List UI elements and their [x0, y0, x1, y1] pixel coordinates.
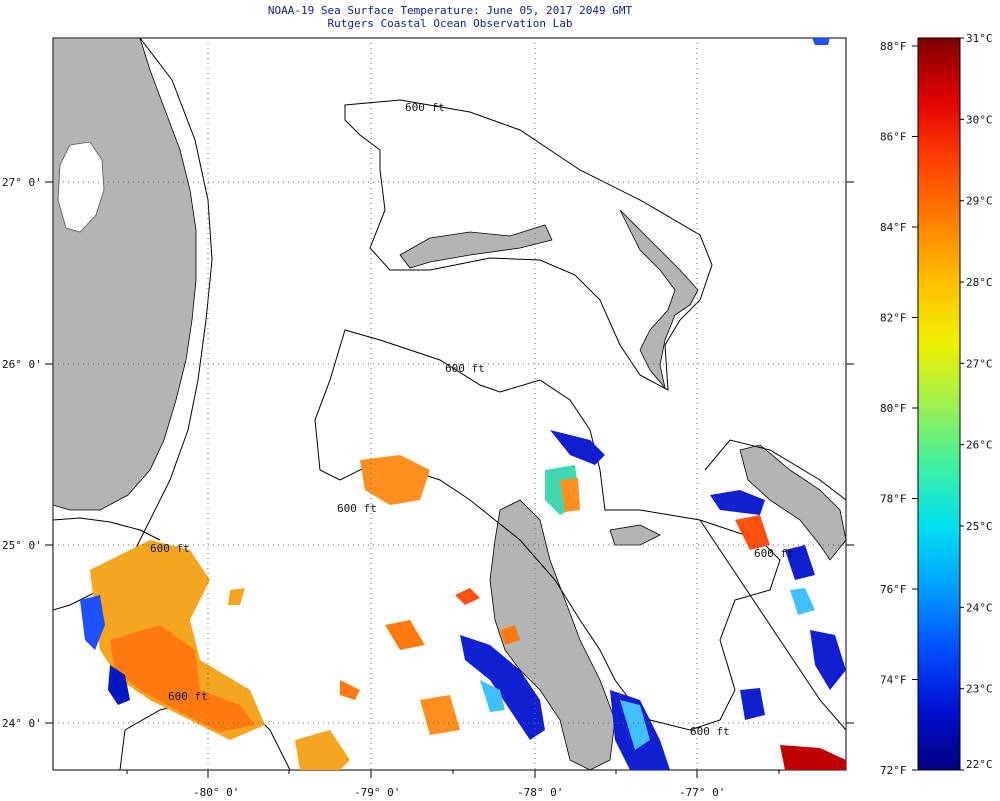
contour-label-bahama-bank: 600 ft [405, 101, 445, 114]
lat-tick-label: 24° 0' [2, 717, 42, 730]
colorbar-f-label: 86°F [880, 131, 907, 144]
map-content: 600 ft 600 ft 600 ft 600 ft 600 ft 600 f… [53, 38, 846, 770]
lat-tick-label: 26° 0' [2, 358, 42, 371]
colorbar-f-label: 74°F [880, 674, 907, 687]
lat-tick-label: 27° 0' [2, 176, 42, 189]
colorbar-f-label: 80°F [880, 402, 907, 415]
lon-tick-label: -78° 0' [517, 786, 563, 799]
colorbar-c-label: 30°C [966, 113, 993, 126]
lon-tick-label: -80° 0' [193, 786, 239, 799]
contour-label-keys: 600 ft [150, 542, 190, 555]
colorbar-f-label: 84°F [880, 221, 907, 234]
colorbar-c-label: 29°C [966, 195, 993, 208]
colorbar-f-label: 88°F [880, 40, 907, 53]
contour-label-east: 600 ft [754, 547, 794, 560]
colorbar-f-label: 78°F [880, 493, 907, 506]
lon-tick-label: -79° 0' [354, 786, 400, 799]
exuma-sound-contour [704, 439, 846, 501]
sst-data-patches [80, 38, 846, 770]
andros-island [489, 499, 616, 770]
map-title: NOAA-19 Sea Surface Temperature: June 05… [267, 4, 633, 17]
berry-islands [609, 524, 661, 546]
colorbar-c-label: 28°C [966, 276, 993, 289]
map-tick-marks [45, 181, 854, 778]
little-bahama-bank-contour [344, 99, 713, 391]
map-graticule [53, 38, 846, 770]
colorbar-f-label: 76°F [880, 583, 907, 596]
map-subtitle: Rutgers Coastal Ocean Observation Lab [327, 17, 573, 30]
colorbar-c-label: 25°C [966, 520, 993, 533]
colorbar-c-label: 26°C [966, 439, 993, 452]
colorbar-ticks: 88°F 86°F 84°F 82°F 80°F 78°F 76°F 74°F 72°F 31°C… [880, 32, 993, 777]
colorbar-c-label: 22°C [966, 758, 993, 771]
lat-tick-label: 25° 0' [2, 539, 42, 552]
colorbar-f-label: 72°F [880, 764, 907, 777]
contour-label-straits: 600 ft [168, 690, 208, 703]
colorbar-c-label: 27°C [966, 357, 993, 370]
contour-label-west: 600 ft [337, 502, 377, 515]
colorbar [917, 37, 961, 771]
colorbar-f-label: 82°F [880, 312, 907, 325]
lon-tick-label: -77° 0' [679, 786, 725, 799]
contour-label-south: 600 ft [690, 725, 730, 738]
eleuthera-island [739, 444, 846, 561]
colorbar-c-label: 24°C [966, 601, 993, 614]
colorbar-c-label: 23°C [966, 683, 993, 696]
eastern-bank-contour [699, 519, 846, 731]
keys-coastline [53, 517, 161, 541]
abaco-islands [619, 209, 699, 389]
colorbar-c-label: 31°C [966, 32, 993, 45]
grand-bahama-island [399, 224, 553, 269]
contour-label-central: 600 ft [445, 362, 485, 375]
